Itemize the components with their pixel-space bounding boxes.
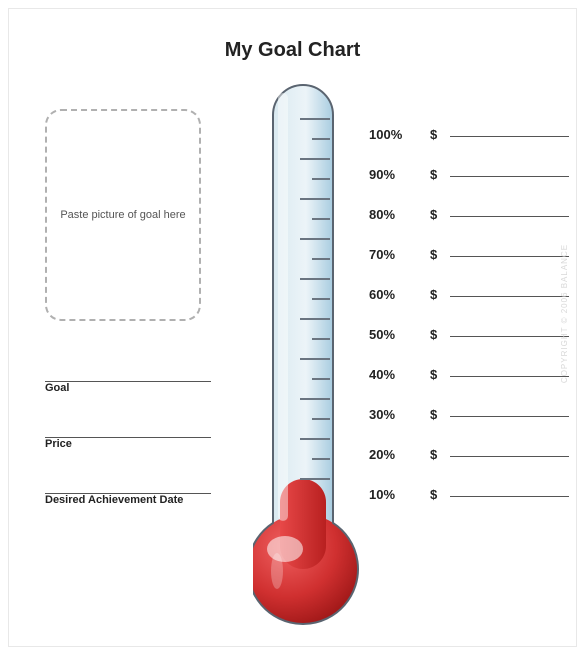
scale-amount-line[interactable] [450, 176, 569, 177]
scale-amount-line[interactable] [450, 376, 569, 377]
scale-dollar-prefix: $ [430, 327, 446, 342]
scale-row: 60% $ [369, 274, 569, 314]
field-goal-line[interactable] [45, 381, 211, 382]
scale-dollar-prefix: $ [430, 167, 446, 182]
scale-percent-label: 80% [369, 207, 424, 222]
scale-row: 10% $ [369, 474, 569, 514]
page-card: My Goal Chart Paste picture of goal here… [8, 8, 577, 647]
scale-percent-label: 100% [369, 127, 424, 142]
scale-row: 30% $ [369, 394, 569, 434]
scale-amount-line[interactable] [450, 336, 569, 337]
scale-row: 70% $ [369, 234, 569, 274]
field-price: Price [45, 435, 211, 450]
scale-percent-label: 10% [369, 487, 424, 502]
percentage-scale: 100% $90% $80% $70% $60% $50% $40% $30% $20% $10%… [369, 114, 569, 514]
field-date-label: Desired Achievement Date [45, 494, 183, 506]
scale-dollar-prefix: $ [430, 447, 446, 462]
scale-dollar-prefix: $ [430, 127, 446, 142]
scale-amount-line[interactable] [450, 456, 569, 457]
scale-row: 80% $ [369, 194, 569, 234]
scale-dollar-prefix: $ [430, 287, 446, 302]
scale-percent-label: 60% [369, 287, 424, 302]
scale-amount-line[interactable] [450, 416, 569, 417]
field-price-label: Price [45, 438, 72, 450]
scale-dollar-prefix: $ [430, 207, 446, 222]
scale-amount-line[interactable] [450, 496, 569, 497]
scale-row: 100% $ [369, 114, 569, 154]
scale-amount-line[interactable] [450, 256, 569, 257]
field-goal-label: Goal [45, 382, 69, 394]
thermometer-svg [253, 81, 363, 631]
scale-percent-label: 20% [369, 447, 424, 462]
scale-amount-line[interactable] [450, 136, 569, 137]
page-title: My Goal Chart [9, 39, 576, 62]
scale-row: 50% $ [369, 314, 569, 354]
scale-percent-label: 30% [369, 407, 424, 422]
scale-amount-line[interactable] [450, 216, 569, 217]
scale-amount-line[interactable] [450, 296, 569, 297]
picture-placeholder-text: Paste picture of goal here [60, 209, 185, 221]
thermometer-chart [253, 81, 353, 626]
scale-dollar-prefix: $ [430, 367, 446, 382]
scale-percent-label: 40% [369, 367, 424, 382]
goal-picture-placeholder[interactable]: Paste picture of goal here [45, 109, 201, 321]
scale-dollar-prefix: $ [430, 247, 446, 262]
scale-percent-label: 90% [369, 167, 424, 182]
scale-row: 90% $ [369, 154, 569, 194]
scale-dollar-prefix: $ [430, 407, 446, 422]
scale-percent-label: 50% [369, 327, 424, 342]
copyright-text: COPYRIGHT © 2006 BALANCE [560, 244, 569, 383]
scale-row: 20% $ [369, 434, 569, 474]
scale-dollar-prefix: $ [430, 487, 446, 502]
field-date: Desired Achievement Date [45, 491, 211, 506]
field-goal: Goal [45, 379, 211, 394]
scale-percent-label: 70% [369, 247, 424, 262]
scale-row: 40% $ [369, 354, 569, 394]
